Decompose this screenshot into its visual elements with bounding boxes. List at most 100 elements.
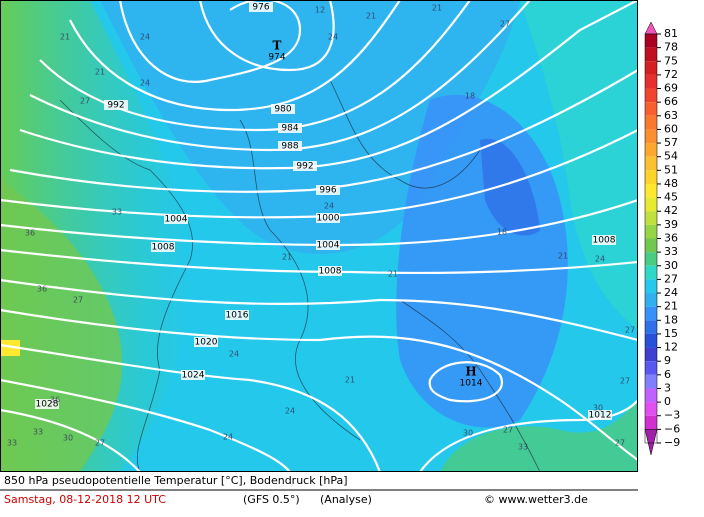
isobar-label-bg [194,337,218,347]
colorbar-label: 45 [664,191,678,204]
colorbar-label: −6 [664,422,680,435]
temperature-label: 12 [315,6,325,15]
isobar-label: 1008 [593,236,616,246]
colorbar-swatch [645,197,657,212]
isobar-label: 1024 [182,371,205,381]
colorbar-swatch [645,388,657,403]
isobars [0,0,638,472]
isobar-label: 976 [252,3,269,13]
colorbar-label: 24 [664,286,678,299]
footer-title: 850 hPa pseudopotentielle Temperatur [°C… [4,474,348,487]
warm-spot [0,340,20,356]
isobar-label-bg [225,310,249,320]
isobar-label-bg [104,100,128,110]
colorbar-label: −3 [664,409,680,422]
colorbar-label: 69 [664,82,678,95]
temperature-label: 24 [285,407,295,416]
temperature-label: 36 [37,285,47,294]
colorbar-swatch [645,224,657,239]
temperature-label: 21 [282,253,292,262]
colorbar-swatch [645,361,657,375]
colorbar-label: 60 [664,122,678,135]
temperature-label: 21 [60,33,70,42]
temperature-label: 30 [593,404,603,413]
colorbar-label: 30 [664,259,678,272]
isobar-label: 1004 [165,215,188,225]
colorbar-swatch [645,102,657,116]
isobar-label-bg [164,214,188,224]
colorbar-arrow [644,429,658,456]
colorbar-label: 3 [664,381,671,394]
isobar-label-bg [318,266,342,276]
colorbar-swatch [645,61,657,75]
colorbar-label: 54 [664,150,678,163]
temperature-label: 27 [503,426,513,435]
temperature-label: 27 [500,20,510,29]
colorbar-label: 81 [664,27,678,40]
colorbar-label: 9 [664,354,671,367]
colorbar-swatch [645,47,657,62]
colorbar-swatch [645,415,657,430]
colorbar-swatch [645,183,657,198]
temperature-label: 24 [229,350,239,359]
colorbar-label: 36 [664,232,678,245]
temperature-label: 24 [140,79,150,88]
temperature-label: 30 [63,434,73,443]
isobar-label-bg [293,161,317,171]
temperature-label: 21 [345,376,355,385]
isobar-label-bg [278,141,302,151]
colorbar-swatch [645,238,657,253]
colorbar-label: 72 [664,68,678,81]
map-frame [0,0,638,472]
temperature-label: 30 [463,429,473,438]
colorbar-label: 21 [664,300,678,313]
colorbar-label: 39 [664,218,678,231]
isobar-label-bg [588,410,612,420]
footer-run: (Analyse) [320,493,372,506]
colorbar-label: 33 [664,245,678,258]
colorbar-swatch [645,88,657,103]
mild-region [440,400,638,472]
isobar-label: 1028 [36,400,59,410]
temperature-label: 18 [497,228,507,237]
isobar-label: 1008 [319,267,342,277]
isobar-label-bg [249,2,273,12]
temperature-label: 27 [625,326,635,335]
isobar-label: 1000 [317,214,340,224]
colorbar-label: 51 [664,163,678,176]
pressure-center-symbol: H [465,365,476,379]
isobar-label: 984 [281,124,298,134]
colorbar-swatch [645,279,657,294]
footer-date: Samstag, 08-12-2018 12 UTC [4,493,166,506]
colorbar-label: 42 [664,204,678,217]
isobar-label: 1020 [195,338,218,348]
temperature-label: 36 [25,229,35,238]
colorbar-swatch [645,34,657,48]
isobar-label: 992 [107,101,124,111]
isobar-label: 988 [281,142,298,152]
cold-core [480,138,540,236]
isobar-label: 1016 [226,311,249,321]
temperature-label: 27 [95,439,105,448]
temperature-label: 33 [518,443,528,452]
temperature-label: 33 [33,428,43,437]
pressure-center-value: 974 [268,53,285,63]
colorbar-label: 27 [664,272,678,285]
temperature-label: 21 [558,252,568,261]
temperature-label: 24 [324,202,334,211]
colorbar-label: 75 [664,54,678,67]
colorbar-swatch [645,115,657,130]
colorbar-swatch [645,293,657,307]
colorbar-swatch [645,333,657,348]
pressure-center-value: 1014 [460,379,483,389]
mild-region [520,0,638,330]
colorbar-label: 48 [664,177,678,190]
temperature-label: 24 [223,433,233,442]
colorbar-swatch [645,320,657,334]
isobar-label-bg [316,240,340,250]
colorbar-swatch [645,170,657,184]
isobar-label-bg [151,242,175,252]
temperature-label: 18 [465,92,475,101]
temperature-label: 21 [366,12,376,21]
